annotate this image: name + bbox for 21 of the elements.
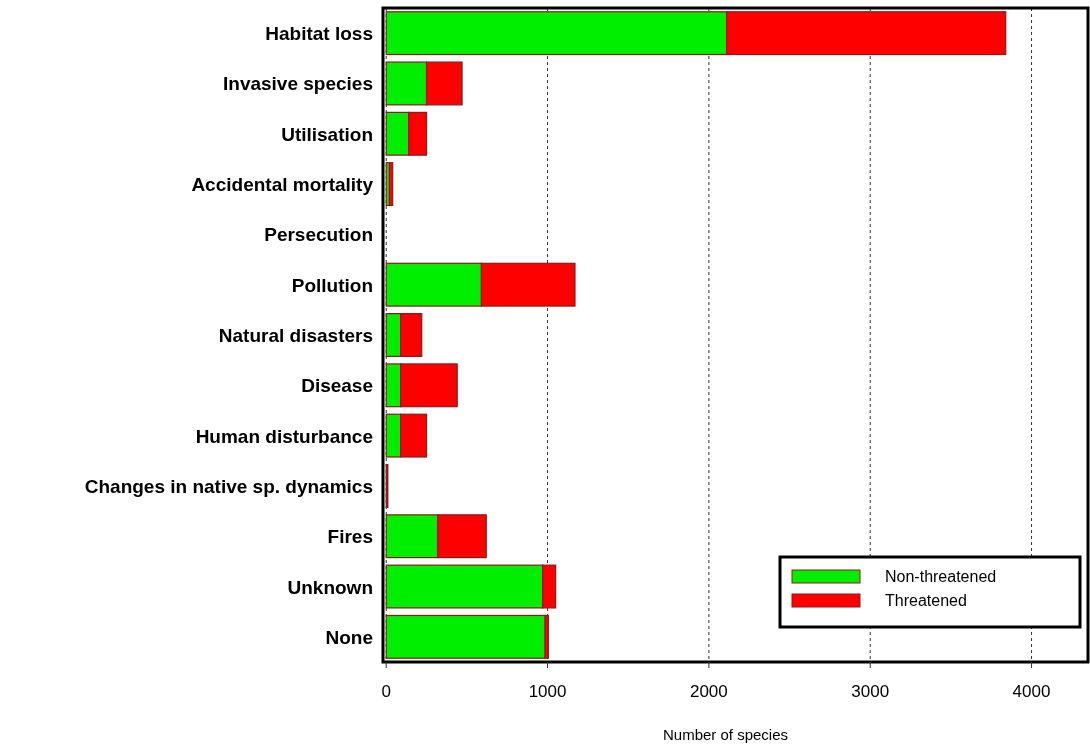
y-tick-label: Accidental mortality xyxy=(191,174,374,196)
y-tick-label: Unknown xyxy=(287,576,373,598)
x-tick-label: 4000 xyxy=(1012,682,1051,701)
y-tick-label: Fires xyxy=(327,526,373,548)
y-tick-label: Invasive species xyxy=(223,73,373,95)
legend-label: Threatened xyxy=(885,592,967,609)
x-tick-label: 3000 xyxy=(851,682,890,701)
y-tick-label: None xyxy=(325,626,373,648)
x-tick-label: 0 xyxy=(381,682,391,701)
y-tick-label: Pollution xyxy=(291,274,373,296)
y-tick-label: Human disturbance xyxy=(195,425,373,447)
y-tick-label: Disease xyxy=(301,375,373,397)
y-tick-label: Natural disasters xyxy=(218,325,373,346)
y-tick-label: Changes in native sp. dynamics xyxy=(84,475,373,497)
legend-label: Non-threatened xyxy=(885,568,997,585)
y-tick-label: Habitat loss xyxy=(265,23,373,45)
x-tick-label: 1000 xyxy=(528,682,567,701)
y-tick-label: Persecution xyxy=(264,224,373,246)
y-tick-label: Utilisation xyxy=(281,123,373,145)
x-axis-title: Number of species xyxy=(662,726,789,743)
x-tick-label: 2000 xyxy=(689,682,728,701)
